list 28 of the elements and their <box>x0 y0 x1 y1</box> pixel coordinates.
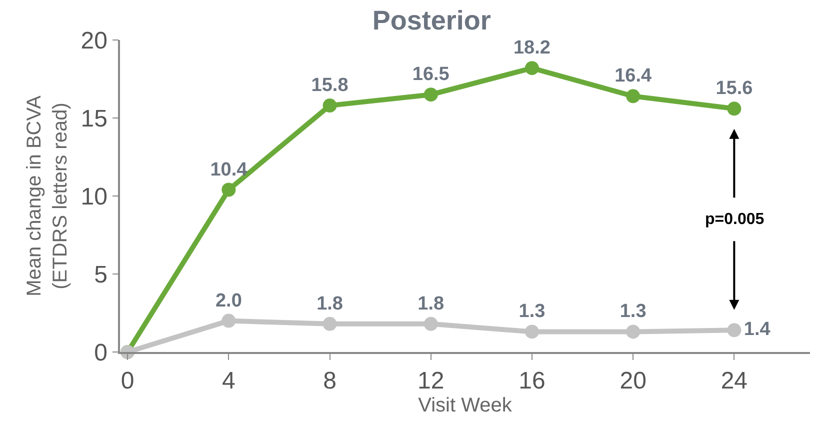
y-tick-label: 5 <box>94 261 108 288</box>
data-label: 15.6 <box>716 78 753 100</box>
x-tick-label: 0 <box>120 368 134 395</box>
data-label: 1.3 <box>518 301 546 322</box>
data-label: 1.8 <box>316 293 343 314</box>
data-label: 2.0 <box>215 290 242 312</box>
y-tick-label: 10 <box>80 183 108 210</box>
annotation: p=0.005 <box>705 211 764 228</box>
x-axis-title: Visit Week <box>418 394 513 417</box>
data-label: 1.3 <box>620 301 646 322</box>
data-label: 16.5 <box>412 64 450 86</box>
x-tick-label: 8 <box>323 368 336 395</box>
data-label: 10.4 <box>210 159 248 180</box>
chart-title: Posterior <box>372 5 492 36</box>
y-tick-label: 20 <box>80 27 108 54</box>
x-tick-label: 4 <box>222 368 236 395</box>
data-label: 16.4 <box>614 66 652 87</box>
data-label: 15.8 <box>311 75 348 96</box>
y-axis-title: Mean change in BCVA (ETDRS letters read) <box>24 94 72 296</box>
x-tick-label: 20 <box>620 368 646 395</box>
x-tick-label: 16 <box>518 368 546 395</box>
x-tick-label: 24 <box>720 368 748 395</box>
data-label: 1.4 <box>744 318 771 340</box>
y-tick-label: 0 <box>94 339 108 366</box>
x-tick-label: 12 <box>418 368 444 395</box>
data-label: 18.2 <box>513 38 550 59</box>
data-label: 1.8 <box>418 293 444 314</box>
y-tick-label: 15 <box>80 105 108 132</box>
